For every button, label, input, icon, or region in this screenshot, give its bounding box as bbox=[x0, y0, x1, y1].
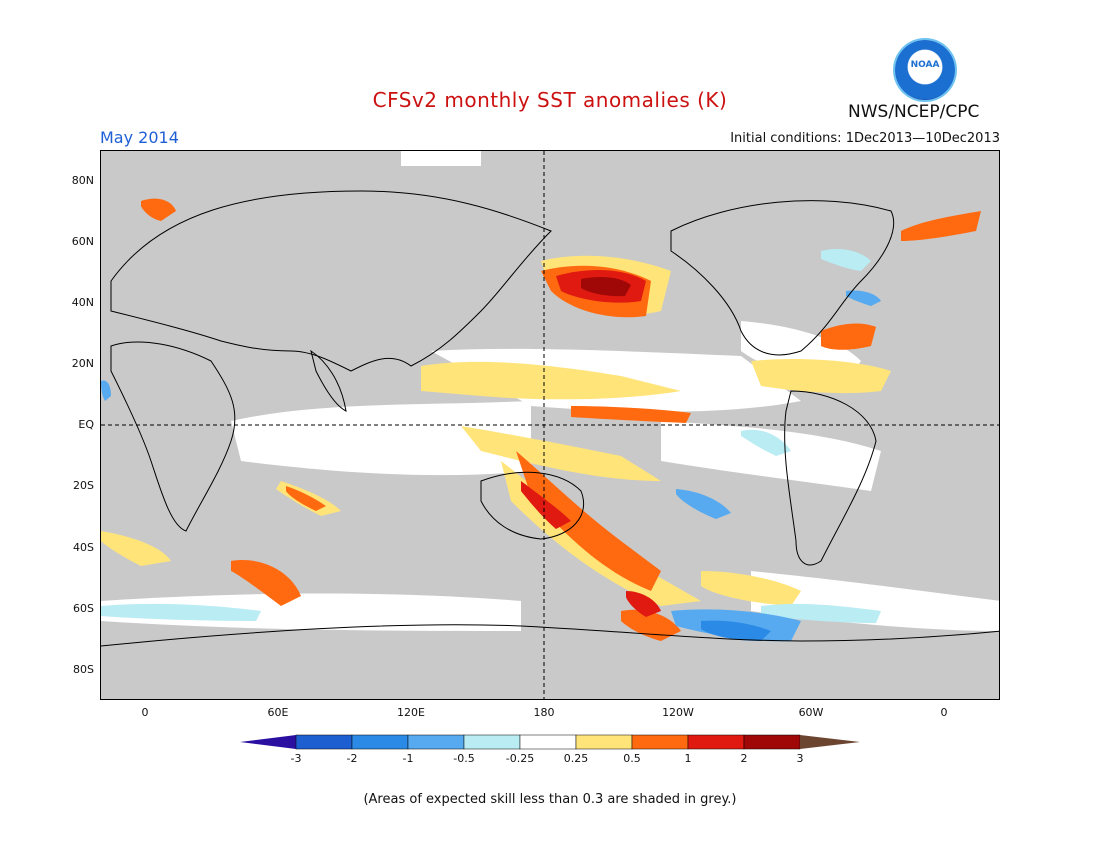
lon-label: 120E bbox=[397, 706, 425, 719]
lat-label: 40S bbox=[73, 541, 94, 554]
noaa-logo-text: NOAA bbox=[910, 60, 940, 70]
colorbar-label: 1 bbox=[684, 752, 692, 765]
lon-label: 0 bbox=[940, 706, 948, 719]
noaa-logo: NOAA bbox=[895, 40, 955, 100]
colorbar-label: 0.25 bbox=[563, 752, 589, 765]
anomaly-light-cool bbox=[101, 249, 881, 623]
colorbar-segment bbox=[240, 735, 296, 749]
continent-outlines bbox=[101, 190, 999, 647]
lon-label: 0 bbox=[141, 706, 149, 719]
sst-anomaly-map bbox=[100, 150, 1000, 700]
colorbar bbox=[240, 734, 860, 750]
anomaly-dark-red bbox=[581, 277, 631, 297]
colorbar-segment bbox=[351, 734, 409, 750]
anomaly-orange bbox=[141, 198, 981, 641]
colorbar-segment bbox=[687, 734, 745, 750]
agency-label: NWS/NCEP/CPC bbox=[848, 102, 980, 122]
colorbar-segment bbox=[800, 735, 860, 749]
lon-label: 60W bbox=[798, 706, 824, 719]
colorbar-segment bbox=[407, 734, 465, 750]
colorbar-label: -1 bbox=[402, 752, 414, 765]
colorbar-segment bbox=[575, 734, 633, 750]
colorbar-segment bbox=[743, 734, 801, 750]
colorbar-label: -2 bbox=[346, 752, 358, 765]
lat-label: 20S bbox=[73, 479, 94, 492]
forecast-month: May 2014 bbox=[100, 128, 179, 147]
anomaly-strong-cool bbox=[701, 620, 771, 641]
skill-footnote: (Areas of expected skill less than 0.3 a… bbox=[363, 792, 737, 807]
lat-label: 40N bbox=[71, 296, 94, 309]
map-canvas bbox=[101, 151, 999, 699]
colorbar-label: 0.5 bbox=[623, 752, 641, 765]
colorbar-label: 2 bbox=[740, 752, 748, 765]
colorbar-segment bbox=[519, 734, 577, 750]
lat-label: 60N bbox=[71, 235, 94, 248]
lon-label: 180 bbox=[533, 706, 555, 719]
lat-label: 20N bbox=[71, 357, 94, 370]
lat-label: EQ bbox=[78, 418, 94, 431]
lat-label: 80N bbox=[71, 174, 94, 187]
colorbar-label: 3 bbox=[796, 752, 804, 765]
lat-label: 60S bbox=[73, 602, 94, 615]
lat-label: 80S bbox=[73, 663, 94, 676]
colorbar-label: -0.25 bbox=[505, 752, 535, 765]
colorbar-segment bbox=[463, 734, 521, 750]
colorbar-segment bbox=[631, 734, 689, 750]
lon-label: 60E bbox=[267, 706, 289, 719]
map-title: CFSv2 monthly SST anomalies (K) bbox=[372, 88, 728, 112]
lon-label: 120W bbox=[662, 706, 694, 719]
colorbar-label: -3 bbox=[290, 752, 302, 765]
colorbar-segment bbox=[295, 734, 353, 750]
colorbar-label: -0.5 bbox=[453, 752, 475, 765]
initial-conditions: Initial conditions: 1Dec2013—10Dec2013 bbox=[730, 131, 1000, 146]
